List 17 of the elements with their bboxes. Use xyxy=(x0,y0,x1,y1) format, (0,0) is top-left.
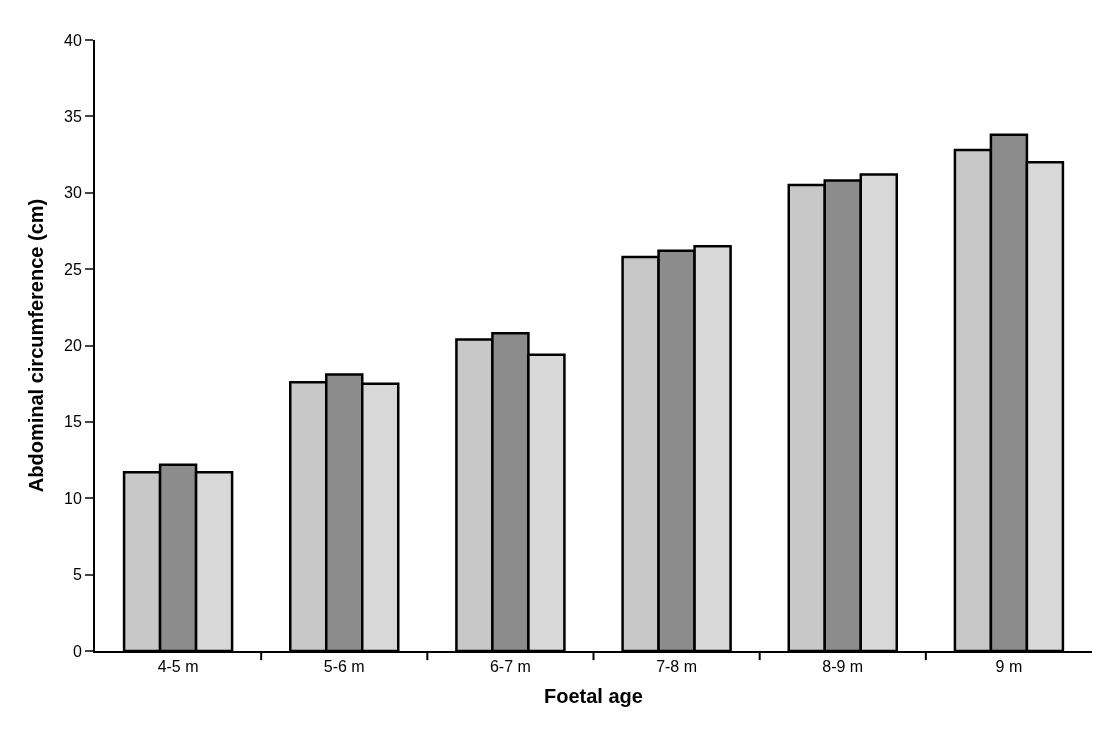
y-tick-label: 0 xyxy=(72,642,82,660)
y-tick-label: 20 xyxy=(64,337,82,355)
y-tick-label: 35 xyxy=(64,107,82,125)
y-tick-label: 5 xyxy=(72,566,82,584)
y-tick-label: 30 xyxy=(64,184,82,202)
x-tick-label: 4-5 m xyxy=(157,658,199,676)
x-axis-title: Foetal age xyxy=(544,685,643,708)
x-tick-label: 8-9 m xyxy=(822,658,864,676)
y-tick-label: 15 xyxy=(64,413,82,431)
x-tick-label: 9 m xyxy=(995,658,1023,676)
x-tick-label: 7-8 m xyxy=(656,658,698,676)
x-tick-label: 6-7 m xyxy=(489,658,531,676)
y-axis-title: Abdominal circumference (cm) xyxy=(25,198,47,493)
y-tick-label: 40 xyxy=(64,31,82,49)
y-tick-label: 25 xyxy=(64,260,82,278)
y-tick-label: 10 xyxy=(64,489,82,507)
x-tick-label: 5-6 m xyxy=(323,658,365,676)
